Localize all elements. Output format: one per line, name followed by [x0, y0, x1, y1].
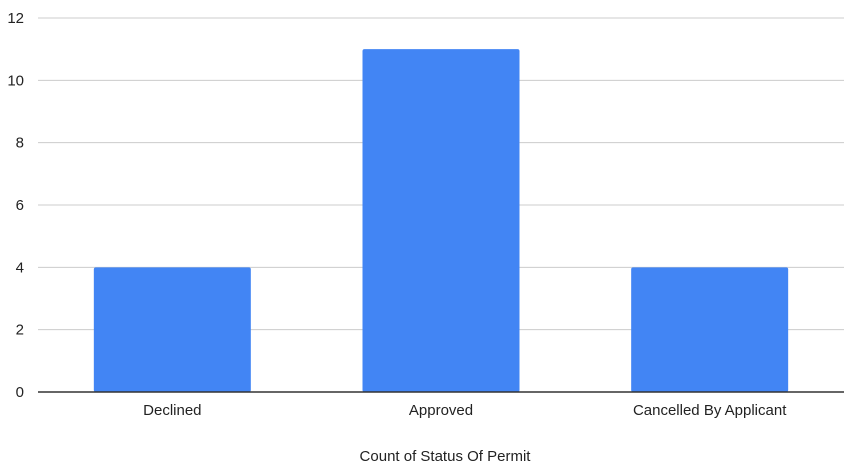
x-axis-title: Count of Status Of Permit: [360, 448, 532, 465]
x-category-label-approved: Approved: [409, 402, 473, 419]
y-tick-label-2: 2: [16, 322, 24, 339]
bar-cancelled-by-applicant[interactable]: [631, 267, 789, 392]
x-axis-category-labels: Declined Approved Cancelled By Applicant: [143, 402, 787, 419]
bars: [93, 49, 789, 393]
y-tick-label-0: 0: [16, 384, 24, 401]
y-axis-tick-labels: 0 2 4 6 8 10 12: [7, 10, 24, 401]
bar-declined[interactable]: [93, 267, 251, 392]
bar-approved[interactable]: [362, 49, 520, 393]
y-tick-label-8: 8: [16, 135, 24, 152]
y-tick-label-6: 6: [16, 197, 24, 214]
x-category-label-cancelled-by-applicant: Cancelled By Applicant: [633, 402, 787, 419]
x-category-label-declined: Declined: [143, 402, 201, 419]
y-tick-label-10: 10: [7, 72, 24, 89]
y-tick-label-12: 12: [7, 10, 24, 27]
y-tick-label-4: 4: [16, 259, 24, 276]
